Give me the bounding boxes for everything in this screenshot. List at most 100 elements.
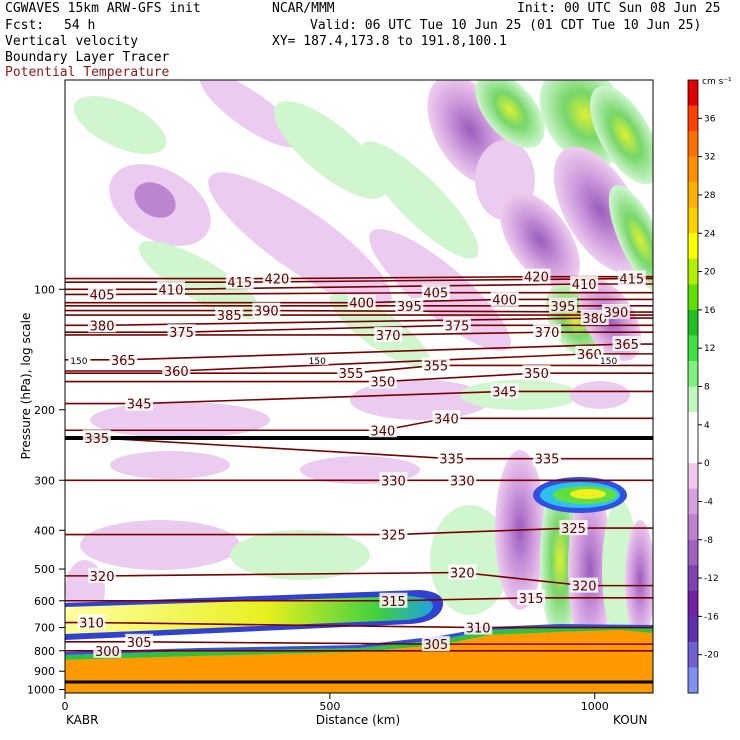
- theta-label-bg: [421, 284, 450, 300]
- theta-label-320: 320: [90, 570, 115, 585]
- y-tick-label: 1000: [27, 684, 55, 697]
- theta-label-bg: [162, 362, 191, 378]
- valid-time: Valid: 06 UTC Tue 10 Jun 25 (01 CDT Tue …: [310, 18, 702, 33]
- theta-label-bg: [448, 564, 477, 580]
- y-tick-label: 800: [34, 645, 55, 658]
- colorbar-unit: cm s⁻¹: [702, 77, 732, 87]
- colorbar-swatch: [688, 207, 698, 234]
- theta-label-bg: [379, 592, 408, 608]
- theta-label-bg: [432, 410, 461, 426]
- theta-label-bg: [93, 642, 122, 658]
- theta-label-315: 315: [381, 595, 406, 610]
- y-tick-label: 400: [34, 524, 55, 537]
- theta-label-bg: [88, 567, 117, 583]
- theta-label-bg: [437, 450, 466, 466]
- theta-label-bg: [570, 577, 599, 593]
- theta-label-350: 350: [524, 367, 549, 382]
- colorbar-tick-label: 4: [704, 421, 710, 431]
- y-tick-label: 600: [34, 595, 55, 608]
- theta-label-bg: [347, 294, 376, 310]
- colorbar-swatch: [688, 182, 698, 209]
- theta-label-345: 345: [492, 385, 517, 400]
- theta-label-340: 340: [434, 412, 459, 427]
- theta-label-bg: [421, 357, 450, 373]
- theta-label-bg: [379, 472, 408, 488]
- theta-label-360: 360: [577, 348, 602, 363]
- colorbar-tick-label: -8: [704, 536, 713, 546]
- theta-label-365: 365: [111, 354, 136, 369]
- colorbar-tick-label: 36: [704, 114, 716, 124]
- theta-label-375: 375: [169, 326, 194, 341]
- theta-label-bg: [109, 351, 138, 367]
- theta-label-bg: [548, 297, 577, 313]
- theta-label-bg: [612, 336, 641, 352]
- theta-label-bg: [337, 365, 366, 381]
- theta-label-bg: [522, 365, 551, 381]
- theta-label-320: 320: [450, 567, 475, 582]
- colorbar-swatch: [688, 233, 698, 260]
- theta-label-335: 335: [439, 453, 464, 468]
- x-axis-label: Distance (km): [316, 713, 400, 727]
- theta-label-395: 395: [397, 300, 422, 315]
- model-title: CGWAVES 15km ARW-GFS init: [5, 1, 201, 16]
- theta-label-bg: [395, 297, 424, 313]
- colorbar-swatch: [688, 641, 698, 668]
- theta-label-bg: [125, 395, 154, 411]
- theta-label-400: 400: [349, 297, 374, 312]
- theta-label-bg: [368, 373, 397, 389]
- theta-label-330: 330: [450, 474, 475, 489]
- tracer-label-bg: [306, 354, 329, 365]
- y-tick-label: 500: [34, 563, 55, 576]
- theta-label-390: 390: [254, 305, 279, 320]
- colorbar-swatch: [688, 335, 698, 362]
- colorbar-tick-label: -20: [704, 651, 719, 661]
- colorbar-tick-label: 28: [704, 191, 716, 201]
- theta-label-305: 305: [423, 638, 448, 653]
- theta-label-310: 310: [79, 617, 104, 632]
- theta-label-310: 310: [466, 622, 491, 637]
- colorbar-swatch: [688, 616, 698, 643]
- colorbar-swatch: [688, 80, 698, 107]
- theta-label-330: 330: [381, 474, 406, 489]
- y-tick-label: 700: [34, 622, 55, 635]
- theta-label-bg: [448, 472, 477, 488]
- colorbar-tick-label: 32: [704, 153, 715, 163]
- y-axis-label: Pressure (hPa), log scale: [19, 313, 33, 460]
- colorbar-swatch: [688, 590, 698, 617]
- y-tick-label: 300: [34, 474, 55, 487]
- field-boundary-layer-tracer: Boundary Layer Tracer: [5, 50, 170, 65]
- theta-label-350: 350: [370, 376, 395, 391]
- theta-label-395: 395: [551, 300, 576, 315]
- theta-label-bg: [368, 422, 397, 438]
- theta-label-bg: [88, 286, 117, 302]
- theta-contour-325: [65, 527, 653, 536]
- plot-frame: [64, 79, 654, 694]
- theta-contour-315: [65, 597, 653, 602]
- theta-label-bg: [156, 281, 185, 297]
- theta-label-bg: [575, 345, 604, 361]
- theta-label-405: 405: [423, 287, 448, 302]
- end-station-label: KOUN: [613, 713, 647, 727]
- theta-label-415: 415: [227, 276, 252, 291]
- colorbar-swatch: [688, 565, 698, 592]
- theta-label-405: 405: [90, 288, 115, 303]
- colorbar-swatch: [688, 131, 698, 158]
- tracer-label-bg: [68, 354, 91, 365]
- theta-contour-400: [65, 298, 653, 304]
- theta-label-bg: [490, 291, 519, 307]
- theta-label-355: 355: [339, 367, 364, 382]
- theta-label-bg: [262, 270, 291, 286]
- theta-label-bg: [490, 383, 519, 399]
- tracer-label: 150: [70, 357, 87, 367]
- colorbar-tick-label: 20: [704, 268, 716, 278]
- field-potential-temperature: Potential Temperature: [5, 65, 170, 80]
- colorbar-swatch: [688, 463, 698, 490]
- colorbar-tick-label: -16: [704, 612, 719, 622]
- cross-section-endpoints: XY= 187.4,173.8 to 191.8,100.1: [272, 34, 507, 49]
- theta-label-bg: [559, 520, 588, 536]
- theta-label-bg: [88, 317, 117, 333]
- theta-label-bg: [379, 526, 408, 542]
- theta-label-420: 420: [524, 271, 549, 286]
- colorbar: 36 32 28 24 20 16 12 8 4 0 -4 -8 -12 -16 -20: [687, 79, 719, 694]
